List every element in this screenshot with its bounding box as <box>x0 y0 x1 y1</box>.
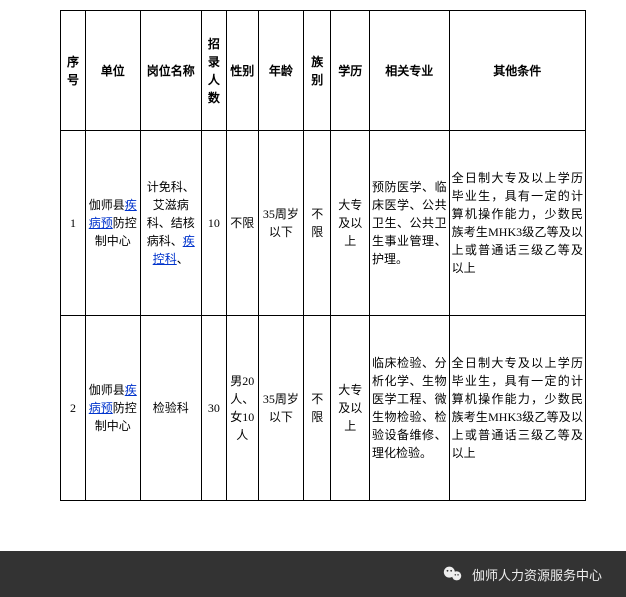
header-ethnic: 族别 <box>304 11 331 131</box>
cell-edu: 大专及以上 <box>331 316 370 501</box>
cell-other: 全日制大专及以上学历毕业生，具有一定的计算机操作能力，少数民族考生MHK3级乙等… <box>449 316 585 501</box>
header-unit: 单位 <box>86 11 141 131</box>
header-count: 招录人数 <box>201 11 226 131</box>
cell-ethnic: 不限 <box>304 316 331 501</box>
cell-other: 全日制大专及以上学历毕业生，具有一定的计算机操作能力，少数民族考生MHK3级乙等… <box>449 131 585 316</box>
header-position: 岗位名称 <box>140 11 201 131</box>
header-gender: 性别 <box>226 11 258 131</box>
position-text-suffix: 、 <box>177 252 189 266</box>
cell-position: 计免科、艾滋病科、结核病科、疾控科、 <box>140 131 201 316</box>
position-text: 检验科 <box>153 401 189 415</box>
cell-major: 预防医学、临床医学、公共卫生、公共卫生事业管理、护理。 <box>370 131 450 316</box>
cell-unit: 伽师县疾病预防控制中心 <box>86 131 141 316</box>
recruitment-table: 序号 单位 岗位名称 招录人数 性别 年龄 族别 学历 相关专业 其他条件 1 … <box>60 10 586 501</box>
cell-major: 临床检验、分析化学、生物医学工程、微生物检验、检验设备维修、理化检验。 <box>370 316 450 501</box>
cell-count: 10 <box>201 131 226 316</box>
table-header-row: 序号 单位 岗位名称 招录人数 性别 年龄 族别 学历 相关专业 其他条件 <box>61 11 586 131</box>
header-major: 相关专业 <box>370 11 450 131</box>
unit-text-prefix: 伽师县 <box>89 198 125 212</box>
document-page: 序号 单位 岗位名称 招录人数 性别 年龄 族别 学历 相关专业 其他条件 1 … <box>0 0 626 511</box>
cell-count: 30 <box>201 316 226 501</box>
table-row: 1 伽师县疾病预防控制中心 计免科、艾滋病科、结核病科、疾控科、 10 不限 3… <box>61 131 586 316</box>
cell-seq: 2 <box>61 316 86 501</box>
cell-gender: 不限 <box>226 131 258 316</box>
wechat-icon <box>442 563 464 585</box>
cell-edu: 大专及以上 <box>331 131 370 316</box>
table-row: 2 伽师县疾病预防控制中心 检验科 30 男20人、女10人 35周岁以下 不限… <box>61 316 586 501</box>
header-other: 其他条件 <box>449 11 585 131</box>
footer-bar: 伽师人力资源服务中心 <box>0 551 626 597</box>
cell-unit: 伽师县疾病预防控制中心 <box>86 316 141 501</box>
cell-position: 检验科 <box>140 316 201 501</box>
unit-text-prefix: 伽师县 <box>89 383 125 397</box>
footer-account-name: 伽师人力资源服务中心 <box>472 565 602 584</box>
header-age: 年龄 <box>258 11 303 131</box>
cell-seq: 1 <box>61 131 86 316</box>
cell-gender: 男20人、女10人 <box>226 316 258 501</box>
cell-age: 35周岁以下 <box>258 131 303 316</box>
header-edu: 学历 <box>331 11 370 131</box>
cell-ethnic: 不限 <box>304 131 331 316</box>
header-seq: 序号 <box>61 11 86 131</box>
cell-age: 35周岁以下 <box>258 316 303 501</box>
